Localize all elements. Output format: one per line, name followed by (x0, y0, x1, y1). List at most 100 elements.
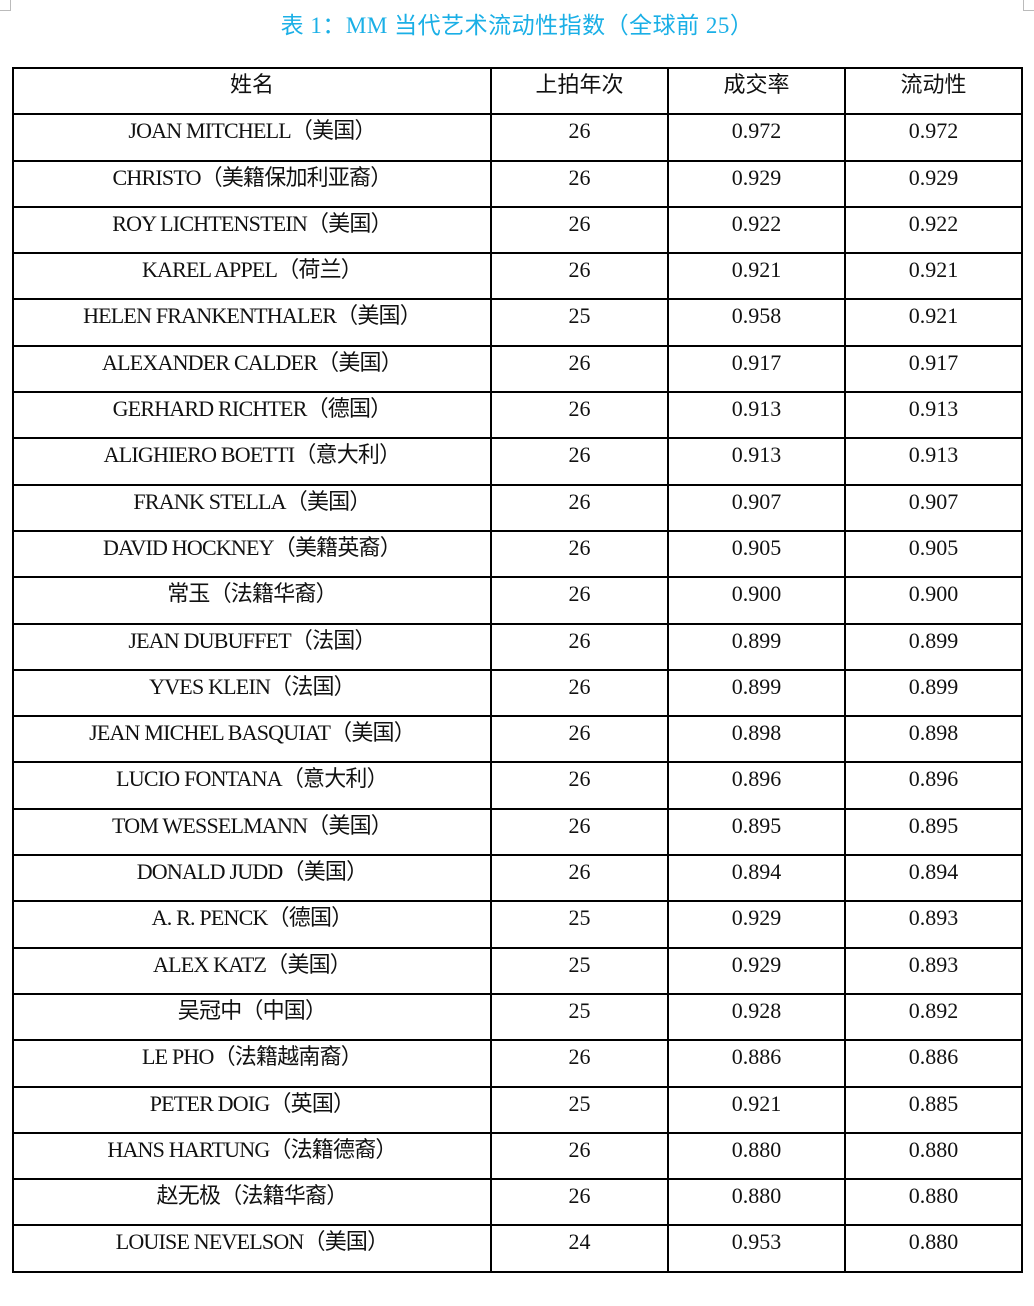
liquidity-cell: 0.880 (844, 1178, 1023, 1227)
table-row: DONALD JUDD（美国） 26 0.894 0.894 (12, 854, 1023, 903)
sell-through-rate-cell: 0.921 (667, 252, 846, 301)
artist-name-cell: JOAN MITCHELL（美国） (12, 113, 492, 162)
auction-years-cell: 25 (490, 900, 669, 949)
artist-name-cell: DONALD JUDD（美国） (12, 854, 492, 903)
sell-through-rate-cell: 0.880 (667, 1178, 846, 1227)
auction-years-cell: 26 (490, 483, 669, 532)
auction-years-cell: 26 (490, 622, 669, 671)
artist-name-cell: LUCIO FONTANA（意大利） (12, 761, 492, 810)
table-row: JEAN DUBUFFET（法国） 26 0.899 0.899 (12, 622, 1023, 671)
sell-through-rate-cell: 0.922 (667, 205, 846, 255)
auction-years-cell: 26 (490, 344, 669, 394)
table-row: GERHARD RICHTER（德国） 26 0.913 0.913 (12, 391, 1023, 440)
table-row: ALEXANDER CALDER（美国） 26 0.917 0.917 (12, 344, 1023, 394)
sell-through-rate-cell: 0.898 (667, 715, 846, 764)
sell-through-rate-cell: 0.907 (667, 483, 846, 532)
sell-through-rate-cell: 0.894 (667, 854, 846, 903)
sell-through-rate-cell: 0.913 (667, 437, 846, 486)
sell-through-rate-cell: 0.880 (667, 1131, 846, 1181)
auction-years-cell: 26 (490, 1131, 669, 1181)
liquidity-cell: 0.893 (844, 900, 1023, 949)
sell-through-rate-cell: 0.929 (667, 946, 846, 995)
liquidity-cell: 0.922 (844, 205, 1023, 255)
sell-through-rate-cell: 0.895 (667, 807, 846, 857)
liquidity-cell: 0.894 (844, 854, 1023, 903)
auction-years-cell: 26 (490, 205, 669, 255)
table-row: 赵无极（法籍华裔） 26 0.880 0.880 (12, 1178, 1023, 1227)
auction-years-cell: 26 (490, 668, 669, 718)
sell-through-rate-cell: 0.958 (667, 298, 846, 347)
table-row: HELEN FRANKENTHALER（美国） 25 0.958 0.921 (12, 298, 1023, 347)
artist-name-cell: JEAN DUBUFFET（法国） (12, 622, 492, 671)
artist-name-cell: 赵无极（法籍华裔） (12, 1178, 492, 1227)
table-row: YVES KLEIN（法国） 26 0.899 0.899 (12, 668, 1023, 718)
table-header-row: 姓名 上拍年次 成交率 流动性 (12, 66, 1023, 116)
sell-through-rate-cell: 0.913 (667, 391, 846, 440)
artist-name-cell: CHRISTO（美籍保加利亚裔） (12, 159, 492, 208)
auction-years-cell: 24 (490, 1224, 669, 1273)
auction-years-cell: 25 (490, 1085, 669, 1134)
artist-name-cell: HANS HARTUNG（法籍德裔） (12, 1131, 492, 1181)
table-row: JEAN MICHEL BASQUIAT（美国） 26 0.898 0.898 (12, 715, 1023, 764)
sell-through-rate-cell: 0.886 (667, 1039, 846, 1088)
table-row: FRANK STELLA（美国） 26 0.907 0.907 (12, 483, 1023, 532)
liquidity-cell: 0.899 (844, 668, 1023, 718)
artist-name-cell: 常玉（法籍华裔） (12, 576, 492, 625)
auction-years-cell: 26 (490, 437, 669, 486)
table-row: JOAN MITCHELL（美国） 26 0.972 0.972 (12, 113, 1023, 162)
liquidity-cell: 0.900 (844, 576, 1023, 625)
auction-years-cell: 26 (490, 529, 669, 579)
sell-through-rate-cell: 0.905 (667, 529, 846, 579)
sell-through-rate-cell: 0.972 (667, 113, 846, 162)
liquidity-index-table: 姓名 上拍年次 成交率 流动性 JOAN MITCHELL（美国） 26 0.972… (12, 66, 1023, 1273)
auction-years-cell: 26 (490, 576, 669, 625)
table-row: A. R. PENCK（德国） 25 0.929 0.893 (12, 900, 1023, 949)
auction-years-cell: 26 (490, 113, 669, 162)
header-auction-years: 上拍年次 (490, 66, 669, 116)
liquidity-cell: 0.907 (844, 483, 1023, 532)
header-liquidity: 流动性 (844, 66, 1023, 116)
table-row: LUCIO FONTANA（意大利） 26 0.896 0.896 (12, 761, 1023, 810)
sell-through-rate-cell: 0.917 (667, 344, 846, 394)
table-row: DAVID HOCKNEY（美籍英裔） 26 0.905 0.905 (12, 529, 1023, 579)
artist-name-cell: ALIGHIERO BOETTI（意大利） (12, 437, 492, 486)
liquidity-cell: 0.917 (844, 344, 1023, 394)
liquidity-cell: 0.893 (844, 946, 1023, 995)
liquidity-cell: 0.885 (844, 1085, 1023, 1134)
auction-years-cell: 26 (490, 807, 669, 857)
artist-name-cell: 吴冠中（中国） (12, 992, 492, 1042)
table-body: JOAN MITCHELL（美国） 26 0.972 0.972 CHRISTO（美籍保… (12, 113, 1023, 1273)
sell-through-rate-cell: 0.899 (667, 668, 846, 718)
artist-name-cell: KAREL APPEL（荷兰） (12, 252, 492, 301)
artist-name-cell: JEAN MICHEL BASQUIAT（美国） (12, 715, 492, 764)
liquidity-cell: 0.880 (844, 1224, 1023, 1273)
auction-years-cell: 25 (490, 992, 669, 1042)
auction-years-cell: 26 (490, 159, 669, 208)
sell-through-rate-cell: 0.900 (667, 576, 846, 625)
artist-name-cell: PETER DOIG（英国） (12, 1085, 492, 1134)
sell-through-rate-cell: 0.899 (667, 622, 846, 671)
liquidity-cell: 0.880 (844, 1131, 1023, 1181)
table-caption: 表 1：MM 当代艺术流动性指数（全球前 25） (280, 13, 754, 38)
liquidity-cell: 0.895 (844, 807, 1023, 857)
liquidity-cell: 0.898 (844, 715, 1023, 764)
table-row: CHRISTO（美籍保加利亚裔） 26 0.929 0.929 (12, 159, 1023, 208)
artist-name-cell: LE PHO（法籍越南裔） (12, 1039, 492, 1088)
artist-name-cell: FRANK STELLA（美国） (12, 483, 492, 532)
liquidity-cell: 0.929 (844, 159, 1023, 208)
artist-name-cell: HELEN FRANKENTHALER（美国） (12, 298, 492, 347)
sell-through-rate-cell: 0.929 (667, 159, 846, 208)
liquidity-cell: 0.896 (844, 761, 1023, 810)
table-row: LE PHO（法籍越南裔） 26 0.886 0.886 (12, 1039, 1023, 1088)
artist-name-cell: TOM WESSELMANN（美国） (12, 807, 492, 857)
sell-through-rate-cell: 0.928 (667, 992, 846, 1042)
liquidity-cell: 0.886 (844, 1039, 1023, 1088)
artist-name-cell: YVES KLEIN（法国） (12, 668, 492, 718)
artist-name-cell: DAVID HOCKNEY（美籍英裔） (12, 529, 492, 579)
liquidity-cell: 0.921 (844, 298, 1023, 347)
auction-years-cell: 26 (490, 252, 669, 301)
auction-years-cell: 25 (490, 946, 669, 995)
page-corner-mark-right (1023, 0, 1034, 11)
auction-years-cell: 26 (490, 761, 669, 810)
sell-through-rate-cell: 0.953 (667, 1224, 846, 1273)
